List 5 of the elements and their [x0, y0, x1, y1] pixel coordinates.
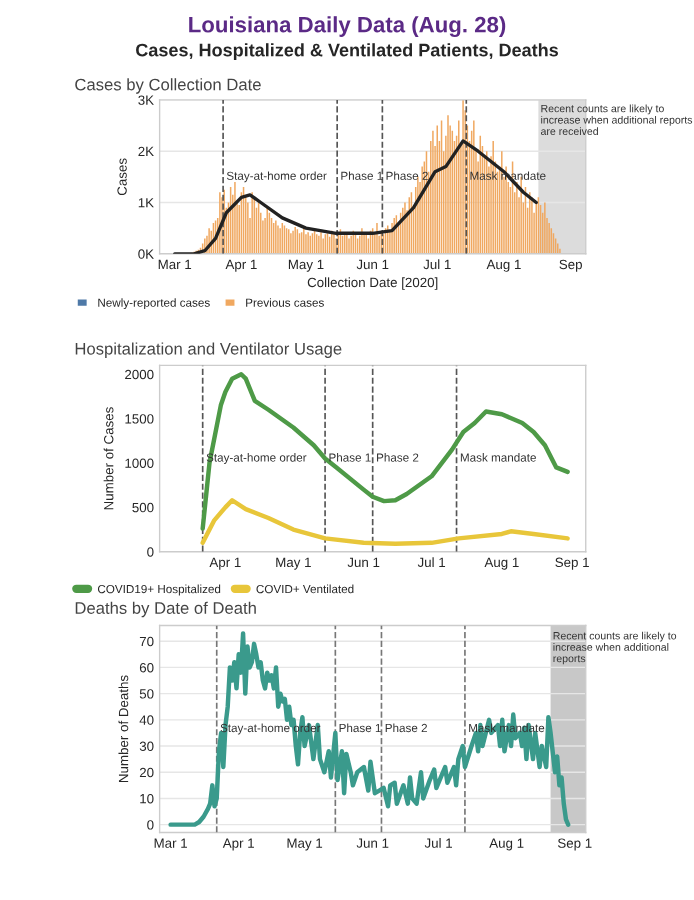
chart-title: Deaths by Date of Death [75, 601, 256, 618]
text: Cases, Hospitalized & Ventilated Patients, Deaths [136, 43, 558, 61]
text: Louisiana Daily Data (Aug. 28) [189, 16, 506, 38]
chart-title: Hospitalization and Ventilator Usage [75, 342, 342, 358]
chart-title: Cases by Collection Date [75, 78, 261, 94]
